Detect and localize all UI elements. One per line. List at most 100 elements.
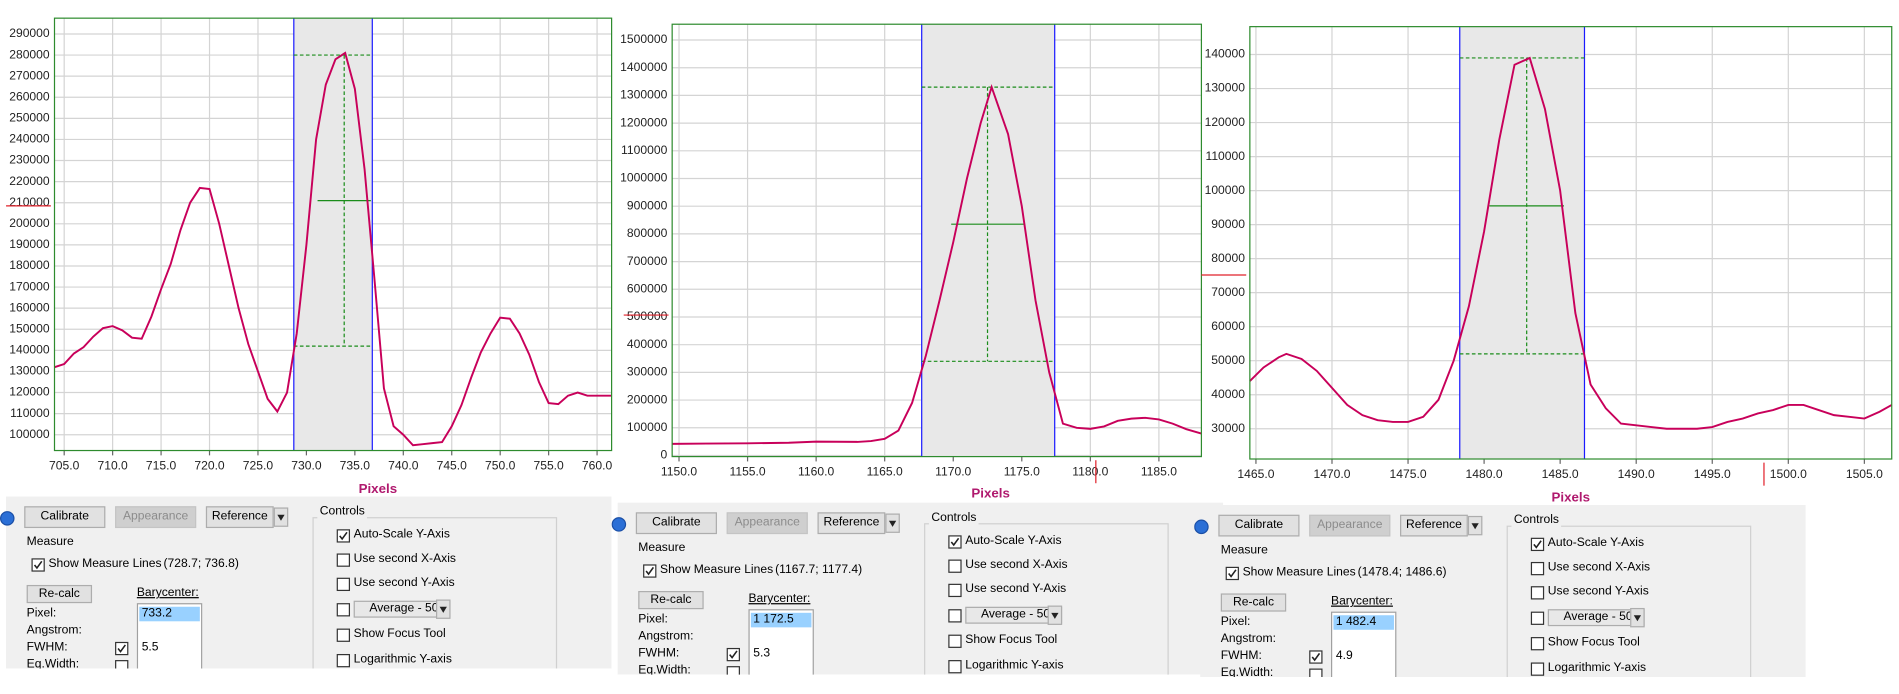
y-tick-label: 100000	[9, 427, 50, 441]
y-tick-label: 1000000	[620, 171, 667, 185]
button[interactable]: Calibrate	[635, 512, 717, 535]
y-tick-label: 120000	[9, 385, 50, 399]
checkbox[interactable]	[115, 641, 129, 656]
measure-region	[293, 18, 373, 451]
check-mark	[950, 537, 960, 547]
x-tick-label: 715.0	[146, 458, 177, 472]
button[interactable]: Re-calc	[26, 584, 93, 604]
checkbox[interactable]	[336, 577, 351, 592]
check-mark	[645, 566, 655, 576]
checkbox[interactable]	[1530, 537, 1545, 552]
checkbox[interactable]	[1309, 668, 1323, 678]
button[interactable]: Reference	[205, 506, 274, 529]
checkbox-label: Auto-Scale Y-Axis	[965, 534, 1062, 548]
button[interactable]: Re-calc	[1220, 593, 1287, 612]
checkbox[interactable]	[948, 559, 962, 573]
dropdown-arrow[interactable]	[1630, 607, 1645, 628]
group-title: Measure	[26, 535, 74, 549]
checkbox[interactable]	[643, 564, 657, 578]
dropdown-arrow[interactable]	[1467, 515, 1483, 536]
checkbox[interactable]	[726, 666, 740, 675]
x-tick-label: 760.0	[582, 458, 613, 472]
y-tick-label: 180000	[9, 258, 50, 272]
button[interactable]: Reference	[1400, 514, 1468, 537]
button[interactable]: Reference	[817, 512, 886, 535]
help-icon[interactable]	[611, 517, 627, 532]
check-mark	[117, 644, 126, 653]
checkbox[interactable]	[726, 647, 740, 662]
checkbox[interactable]	[115, 660, 129, 669]
y-tick-label: 290000	[9, 26, 50, 40]
y-tick-label: 600000	[627, 281, 668, 295]
checkbox[interactable]	[948, 634, 962, 648]
button[interactable]: Calibrate	[1218, 514, 1300, 537]
barycenter-label: Barycenter:	[748, 592, 811, 606]
y-tick-label: 300000	[627, 365, 668, 379]
dropdown-arrow[interactable]	[435, 599, 451, 619]
y-tick-label: 800000	[627, 226, 668, 240]
row-label: FWHM:	[638, 646, 680, 661]
checkbox[interactable]	[336, 529, 351, 543]
dropdown-arrow[interactable]	[1047, 605, 1063, 625]
checkbox[interactable]	[336, 603, 351, 617]
x-tick-label: 1165.0	[867, 465, 903, 479]
x-axis-label: Pixels	[1552, 489, 1591, 504]
check-mark	[1228, 569, 1237, 578]
checkbox-label: Use second X-Axis	[965, 558, 1068, 572]
y-tick-label: 250000	[9, 111, 50, 125]
checkbox-label: Use second Y-Axis	[353, 576, 455, 590]
checkbox[interactable]	[948, 535, 962, 549]
checkbox[interactable]	[1225, 566, 1239, 581]
checkbox[interactable]	[1530, 586, 1545, 600]
pixel-value[interactable]: 1 172.5	[750, 612, 812, 628]
check-mark	[729, 650, 738, 659]
x-tick-label: 740.0	[388, 458, 419, 472]
dropdown[interactable]: Average - 50	[353, 600, 451, 618]
checkbox[interactable]	[336, 628, 351, 642]
barycenter-label: Barycenter:	[136, 586, 199, 600]
check-mark	[729, 650, 738, 659]
y-tick-label: 50000	[1211, 353, 1245, 367]
checkbox[interactable]	[1530, 561, 1545, 576]
checkbox[interactable]	[948, 583, 962, 598]
checkbox[interactable]	[948, 609, 962, 623]
dropdown-arrow[interactable]	[273, 507, 289, 527]
y-tick-label: 70000	[1211, 285, 1245, 299]
dropdown-arrow[interactable]	[885, 513, 900, 533]
arrow-icon	[277, 514, 285, 521]
control-panel: Calibrate Appearance Reference Measure Show …	[611, 502, 1224, 675]
button: Appearance	[726, 512, 808, 535]
x-tick-label: 725.0	[243, 458, 274, 472]
y-tick-label: 500000	[627, 309, 668, 323]
dropdown[interactable]: Average - 50	[1547, 609, 1645, 627]
x-axis-label: Pixels	[359, 481, 397, 496]
checkbox[interactable]	[1530, 611, 1545, 625]
row-label: Eq.Width:	[1220, 666, 1274, 678]
y-tick-label: 900000	[627, 198, 668, 212]
pixel-value[interactable]: 733.2	[139, 606, 200, 622]
button[interactable]: Re-calc	[638, 591, 704, 610]
y-tick-label: 160000	[9, 300, 50, 314]
button[interactable]: Calibrate	[24, 506, 106, 529]
checkbox[interactable]	[1309, 650, 1323, 664]
checkbox[interactable]	[1530, 662, 1545, 676]
check-mark	[645, 566, 655, 576]
checkbox[interactable]	[948, 660, 962, 674]
fwhm-value: 5.5	[141, 640, 159, 654]
pixel-value[interactable]: 1 482.4	[1333, 615, 1394, 630]
checkbox-label: Logarithmic Y-axis	[353, 652, 452, 667]
checkbox[interactable]	[31, 558, 45, 572]
y-tick-label: 0	[661, 448, 668, 462]
x-tick-label: 1505.0	[1846, 467, 1883, 481]
dropdown[interactable]: Average - 50	[965, 606, 1063, 624]
y-tick-label: 210000	[9, 195, 50, 209]
y-tick-label: 130000	[1205, 81, 1246, 95]
barycenter-label: Barycenter:	[1330, 594, 1393, 608]
checkbox[interactable]	[336, 553, 351, 567]
row-label: Angstrom:	[1220, 632, 1276, 646]
checkbox[interactable]	[336, 653, 351, 668]
checkbox[interactable]	[1530, 637, 1545, 651]
row-label: Eq.Width:	[26, 657, 80, 669]
help-icon[interactable]	[1194, 519, 1209, 535]
help-icon[interactable]	[0, 511, 15, 526]
